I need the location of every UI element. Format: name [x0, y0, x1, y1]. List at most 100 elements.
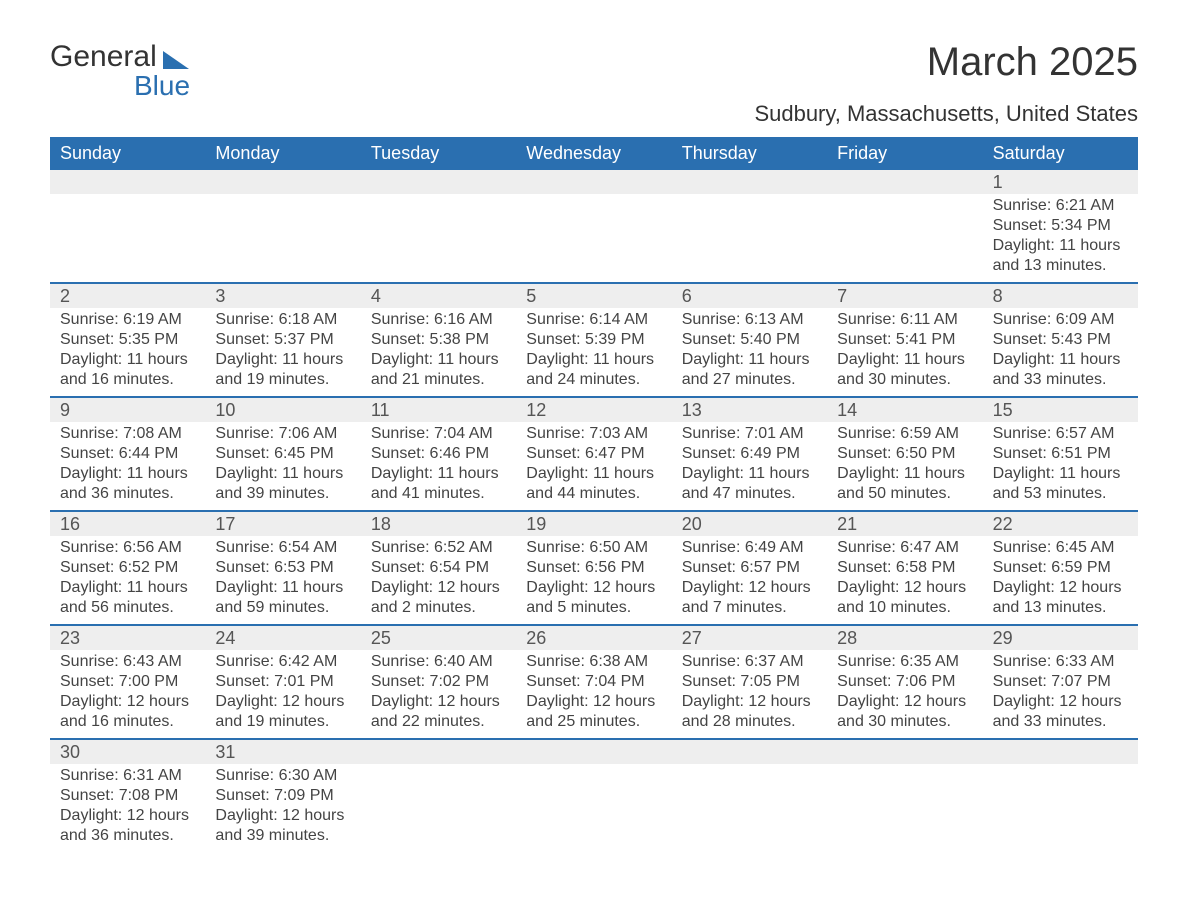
- sunset-text: Sunset: 5:37 PM: [215, 330, 350, 350]
- daylight-text: Daylight: 12 hours and 33 minutes.: [993, 692, 1128, 732]
- sunrise-text: Sunrise: 6:42 AM: [215, 652, 350, 672]
- sunset-text: Sunset: 5:38 PM: [371, 330, 506, 350]
- day-number: [205, 170, 360, 194]
- daylight-text: Daylight: 11 hours and 27 minutes.: [682, 350, 817, 390]
- sunset-text: Sunset: 6:57 PM: [682, 558, 817, 578]
- logo-text-general: General: [50, 40, 157, 74]
- sunrise-text: Sunrise: 6:47 AM: [837, 538, 972, 558]
- weeks-container: 1Sunrise: 6:21 AMSunset: 5:34 PMDaylight…: [50, 170, 1138, 852]
- day-cell: Sunrise: 6:09 AMSunset: 5:43 PMDaylight:…: [983, 308, 1138, 396]
- sunrise-text: Sunrise: 6:30 AM: [215, 766, 350, 786]
- content-row: Sunrise: 6:19 AMSunset: 5:35 PMDaylight:…: [50, 308, 1138, 396]
- sunset-text: Sunset: 6:49 PM: [682, 444, 817, 464]
- daynum-row: 3031: [50, 738, 1138, 764]
- sunset-text: Sunset: 5:39 PM: [526, 330, 661, 350]
- daylight-text: Daylight: 11 hours and 36 minutes.: [60, 464, 195, 504]
- sunset-text: Sunset: 5:35 PM: [60, 330, 195, 350]
- day-cell: Sunrise: 6:31 AMSunset: 7:08 PMDaylight:…: [50, 764, 205, 852]
- day-cell: [516, 194, 671, 282]
- day-cell: Sunrise: 6:33 AMSunset: 7:07 PMDaylight:…: [983, 650, 1138, 738]
- sunrise-text: Sunrise: 6:50 AM: [526, 538, 661, 558]
- daylight-text: Daylight: 11 hours and 21 minutes.: [371, 350, 506, 390]
- sunrise-text: Sunrise: 6:33 AM: [993, 652, 1128, 672]
- sunset-text: Sunset: 5:34 PM: [993, 216, 1128, 236]
- weekday-header: Sunday: [50, 137, 205, 170]
- day-cell: Sunrise: 6:49 AMSunset: 6:57 PMDaylight:…: [672, 536, 827, 624]
- day-cell: [672, 764, 827, 852]
- daylight-text: Daylight: 12 hours and 5 minutes.: [526, 578, 661, 618]
- day-number: [516, 170, 671, 194]
- day-cell: Sunrise: 6:54 AMSunset: 6:53 PMDaylight:…: [205, 536, 360, 624]
- triangle-icon: [163, 51, 189, 69]
- daylight-text: Daylight: 12 hours and 13 minutes.: [993, 578, 1128, 618]
- daylight-text: Daylight: 12 hours and 10 minutes.: [837, 578, 972, 618]
- day-number: 30: [50, 740, 205, 764]
- sunset-text: Sunset: 7:08 PM: [60, 786, 195, 806]
- day-number: 13: [672, 398, 827, 422]
- sunset-text: Sunset: 6:47 PM: [526, 444, 661, 464]
- day-cell: Sunrise: 6:37 AMSunset: 7:05 PMDaylight:…: [672, 650, 827, 738]
- daylight-text: Daylight: 12 hours and 22 minutes.: [371, 692, 506, 732]
- day-number: 1: [983, 170, 1138, 194]
- content-row: Sunrise: 6:21 AMSunset: 5:34 PMDaylight:…: [50, 194, 1138, 282]
- content-row: Sunrise: 6:56 AMSunset: 6:52 PMDaylight:…: [50, 536, 1138, 624]
- daylight-text: Daylight: 12 hours and 30 minutes.: [837, 692, 972, 732]
- day-number: 20: [672, 512, 827, 536]
- daylight-text: Daylight: 11 hours and 50 minutes.: [837, 464, 972, 504]
- sunset-text: Sunset: 6:58 PM: [837, 558, 972, 578]
- day-number: 3: [205, 284, 360, 308]
- sunrise-text: Sunrise: 6:59 AM: [837, 424, 972, 444]
- day-cell: [205, 194, 360, 282]
- page-title: March 2025: [754, 40, 1138, 85]
- daylight-text: Daylight: 11 hours and 30 minutes.: [837, 350, 972, 390]
- sunset-text: Sunset: 6:46 PM: [371, 444, 506, 464]
- day-cell: Sunrise: 6:16 AMSunset: 5:38 PMDaylight:…: [361, 308, 516, 396]
- day-number: [50, 170, 205, 194]
- day-cell: Sunrise: 7:04 AMSunset: 6:46 PMDaylight:…: [361, 422, 516, 510]
- day-number: 14: [827, 398, 982, 422]
- day-number: 23: [50, 626, 205, 650]
- day-number: [361, 170, 516, 194]
- sunrise-text: Sunrise: 6:54 AM: [215, 538, 350, 558]
- sunrise-text: Sunrise: 6:38 AM: [526, 652, 661, 672]
- day-number: 10: [205, 398, 360, 422]
- daynum-row: 9101112131415: [50, 396, 1138, 422]
- day-number: 26: [516, 626, 671, 650]
- day-number: 11: [361, 398, 516, 422]
- daylight-text: Daylight: 11 hours and 13 minutes.: [993, 236, 1128, 276]
- header: General Blue March 2025 Sudbury, Massach…: [50, 40, 1138, 127]
- content-row: Sunrise: 7:08 AMSunset: 6:44 PMDaylight:…: [50, 422, 1138, 510]
- sunset-text: Sunset: 7:06 PM: [837, 672, 972, 692]
- day-cell: Sunrise: 6:40 AMSunset: 7:02 PMDaylight:…: [361, 650, 516, 738]
- content-row: Sunrise: 6:31 AMSunset: 7:08 PMDaylight:…: [50, 764, 1138, 852]
- sunrise-text: Sunrise: 6:09 AM: [993, 310, 1128, 330]
- day-number: 9: [50, 398, 205, 422]
- day-number: 31: [205, 740, 360, 764]
- sunset-text: Sunset: 7:05 PM: [682, 672, 817, 692]
- sunset-text: Sunset: 6:50 PM: [837, 444, 972, 464]
- daynum-row: 16171819202122: [50, 510, 1138, 536]
- daylight-text: Daylight: 12 hours and 25 minutes.: [526, 692, 661, 732]
- sunset-text: Sunset: 6:51 PM: [993, 444, 1128, 464]
- daylight-text: Daylight: 12 hours and 7 minutes.: [682, 578, 817, 618]
- day-cell: Sunrise: 7:08 AMSunset: 6:44 PMDaylight:…: [50, 422, 205, 510]
- day-cell: Sunrise: 6:38 AMSunset: 7:04 PMDaylight:…: [516, 650, 671, 738]
- daylight-text: Daylight: 12 hours and 28 minutes.: [682, 692, 817, 732]
- day-number: [827, 170, 982, 194]
- weekday-header: Friday: [827, 137, 982, 170]
- title-block: March 2025 Sudbury, Massachusetts, Unite…: [754, 40, 1138, 127]
- sunrise-text: Sunrise: 7:01 AM: [682, 424, 817, 444]
- sunset-text: Sunset: 6:52 PM: [60, 558, 195, 578]
- daylight-text: Daylight: 11 hours and 39 minutes.: [215, 464, 350, 504]
- sunrise-text: Sunrise: 7:04 AM: [371, 424, 506, 444]
- sunrise-text: Sunrise: 6:14 AM: [526, 310, 661, 330]
- day-number: 17: [205, 512, 360, 536]
- sunrise-text: Sunrise: 6:52 AM: [371, 538, 506, 558]
- day-number: 7: [827, 284, 982, 308]
- day-number: 5: [516, 284, 671, 308]
- daylight-text: Daylight: 11 hours and 19 minutes.: [215, 350, 350, 390]
- sunset-text: Sunset: 6:59 PM: [993, 558, 1128, 578]
- day-number: 28: [827, 626, 982, 650]
- day-number: 19: [516, 512, 671, 536]
- sunset-text: Sunset: 5:40 PM: [682, 330, 817, 350]
